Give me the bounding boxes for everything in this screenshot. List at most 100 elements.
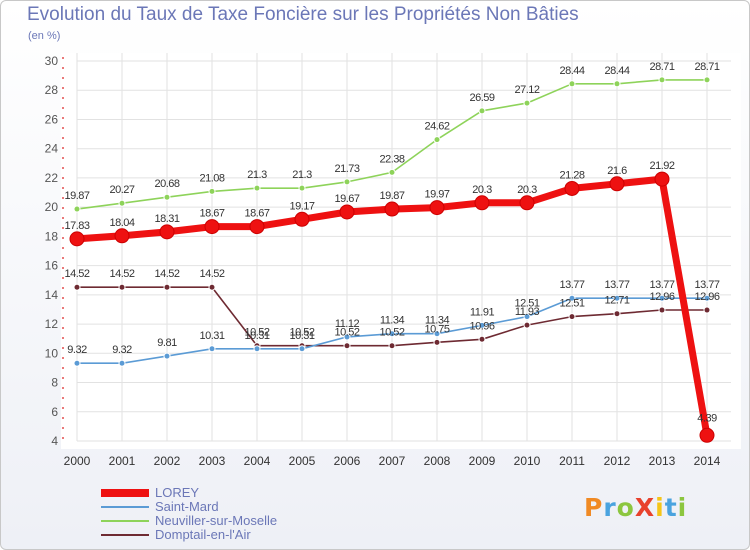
y-tick-label: 26 <box>45 112 59 126</box>
data-point <box>343 178 351 186</box>
x-tick-label: 2012 <box>604 454 631 468</box>
x-tick-label: 2002 <box>154 454 181 468</box>
y-tick-label: 10 <box>45 346 59 360</box>
data-label: 10.52 <box>379 327 404 339</box>
data-point <box>163 193 171 201</box>
legend-swatch <box>101 489 149 497</box>
data-label: 13.77 <box>694 279 719 291</box>
data-point <box>388 168 396 176</box>
x-tick-label: 2007 <box>379 454 406 468</box>
data-point <box>433 338 441 346</box>
data-label: 20.68 <box>154 178 179 190</box>
data-label: 12.51 <box>559 298 584 310</box>
data-label: 12.96 <box>649 291 674 303</box>
data-point <box>478 321 486 329</box>
data-point <box>388 342 396 350</box>
data-label: 10.52 <box>334 327 359 339</box>
chart-title: Evolution du Taux de Taxe Foncière sur l… <box>27 4 579 25</box>
data-point <box>613 294 621 302</box>
data-point <box>523 313 531 321</box>
data-point <box>253 184 261 192</box>
data-label: 10.52 <box>289 327 314 339</box>
data-label: 13.77 <box>559 279 584 291</box>
data-label: 18.31 <box>154 213 179 225</box>
data-label: 17.83 <box>64 220 89 232</box>
data-label: 10.75 <box>424 323 449 335</box>
data-label: 10.31 <box>244 330 269 342</box>
logo-letter: X <box>634 493 656 522</box>
data-point <box>699 427 715 443</box>
data-label: 11.93 <box>515 306 540 318</box>
data-point <box>208 283 216 291</box>
data-label: 21.73 <box>334 163 359 175</box>
data-point <box>73 205 81 213</box>
plot-background <box>61 53 741 449</box>
data-point <box>523 99 531 107</box>
y-tick-label: 8 <box>51 376 58 390</box>
logo-letter: o <box>616 493 635 522</box>
y-tick-label: 22 <box>45 171 59 185</box>
data-point <box>523 321 531 329</box>
data-point <box>568 294 576 302</box>
y-tick-label: 12 <box>45 317 59 331</box>
y-tick-label: 28 <box>45 83 59 97</box>
data-label: 21.6 <box>607 165 627 177</box>
data-point <box>433 136 441 144</box>
data-label: 18.67 <box>244 208 269 220</box>
data-point <box>568 80 576 88</box>
data-label: 14.52 <box>154 268 179 280</box>
data-point <box>73 283 81 291</box>
data-label: 9.32 <box>67 344 87 356</box>
x-tick-label: 2014 <box>694 454 721 468</box>
data-label: 12.96 <box>694 291 719 303</box>
data-point <box>163 283 171 291</box>
x-tick-label: 2006 <box>334 454 361 468</box>
data-point <box>208 345 216 353</box>
data-label: 21.3 <box>292 169 312 181</box>
data-label: 21.92 <box>649 160 674 172</box>
data-label: 11.34 <box>425 315 450 327</box>
data-label: 11.34 <box>380 315 405 327</box>
x-tick-label: 2009 <box>469 454 496 468</box>
proxiti-logo: ProXiti <box>584 493 687 522</box>
data-label: 9.81 <box>157 337 177 349</box>
data-label: 22.38 <box>379 153 404 165</box>
y-tick-label: 4 <box>51 434 58 448</box>
data-label: 13.77 <box>604 279 629 291</box>
data-point <box>703 294 711 302</box>
data-label: 12.71 <box>604 295 629 307</box>
data-point <box>343 333 351 341</box>
data-point <box>703 306 711 314</box>
data-label: 19.87 <box>64 190 89 202</box>
data-label: 4.39 <box>697 412 717 424</box>
data-label: 11.91 <box>470 306 495 318</box>
y-tick-label: 18 <box>45 229 59 243</box>
data-label: 19.17 <box>289 200 314 212</box>
data-label: 18.04 <box>109 217 134 229</box>
data-label: 20.27 <box>109 184 134 196</box>
data-point <box>388 330 396 338</box>
data-label: 9.32 <box>112 344 132 356</box>
x-tick-label: 2005 <box>289 454 316 468</box>
data-label: 12.51 <box>514 298 539 310</box>
data-point <box>253 345 261 353</box>
y-tick-label: 30 <box>45 54 59 68</box>
x-tick-label: 2000 <box>64 454 91 468</box>
data-point <box>118 359 126 367</box>
data-point <box>703 76 711 84</box>
data-label: 21.28 <box>559 169 584 181</box>
data-label: 28.44 <box>604 65 629 77</box>
data-point <box>298 184 306 192</box>
data-point <box>564 180 580 196</box>
logo-letter: i <box>655 493 665 522</box>
data-label: 10.96 <box>469 320 494 332</box>
data-point <box>613 310 621 318</box>
data-label: 14.52 <box>64 268 89 280</box>
data-point <box>118 283 126 291</box>
legend-label: Saint-Mard <box>155 499 219 514</box>
data-point <box>478 335 486 343</box>
data-label: 24.62 <box>424 121 449 133</box>
data-point <box>163 352 171 360</box>
